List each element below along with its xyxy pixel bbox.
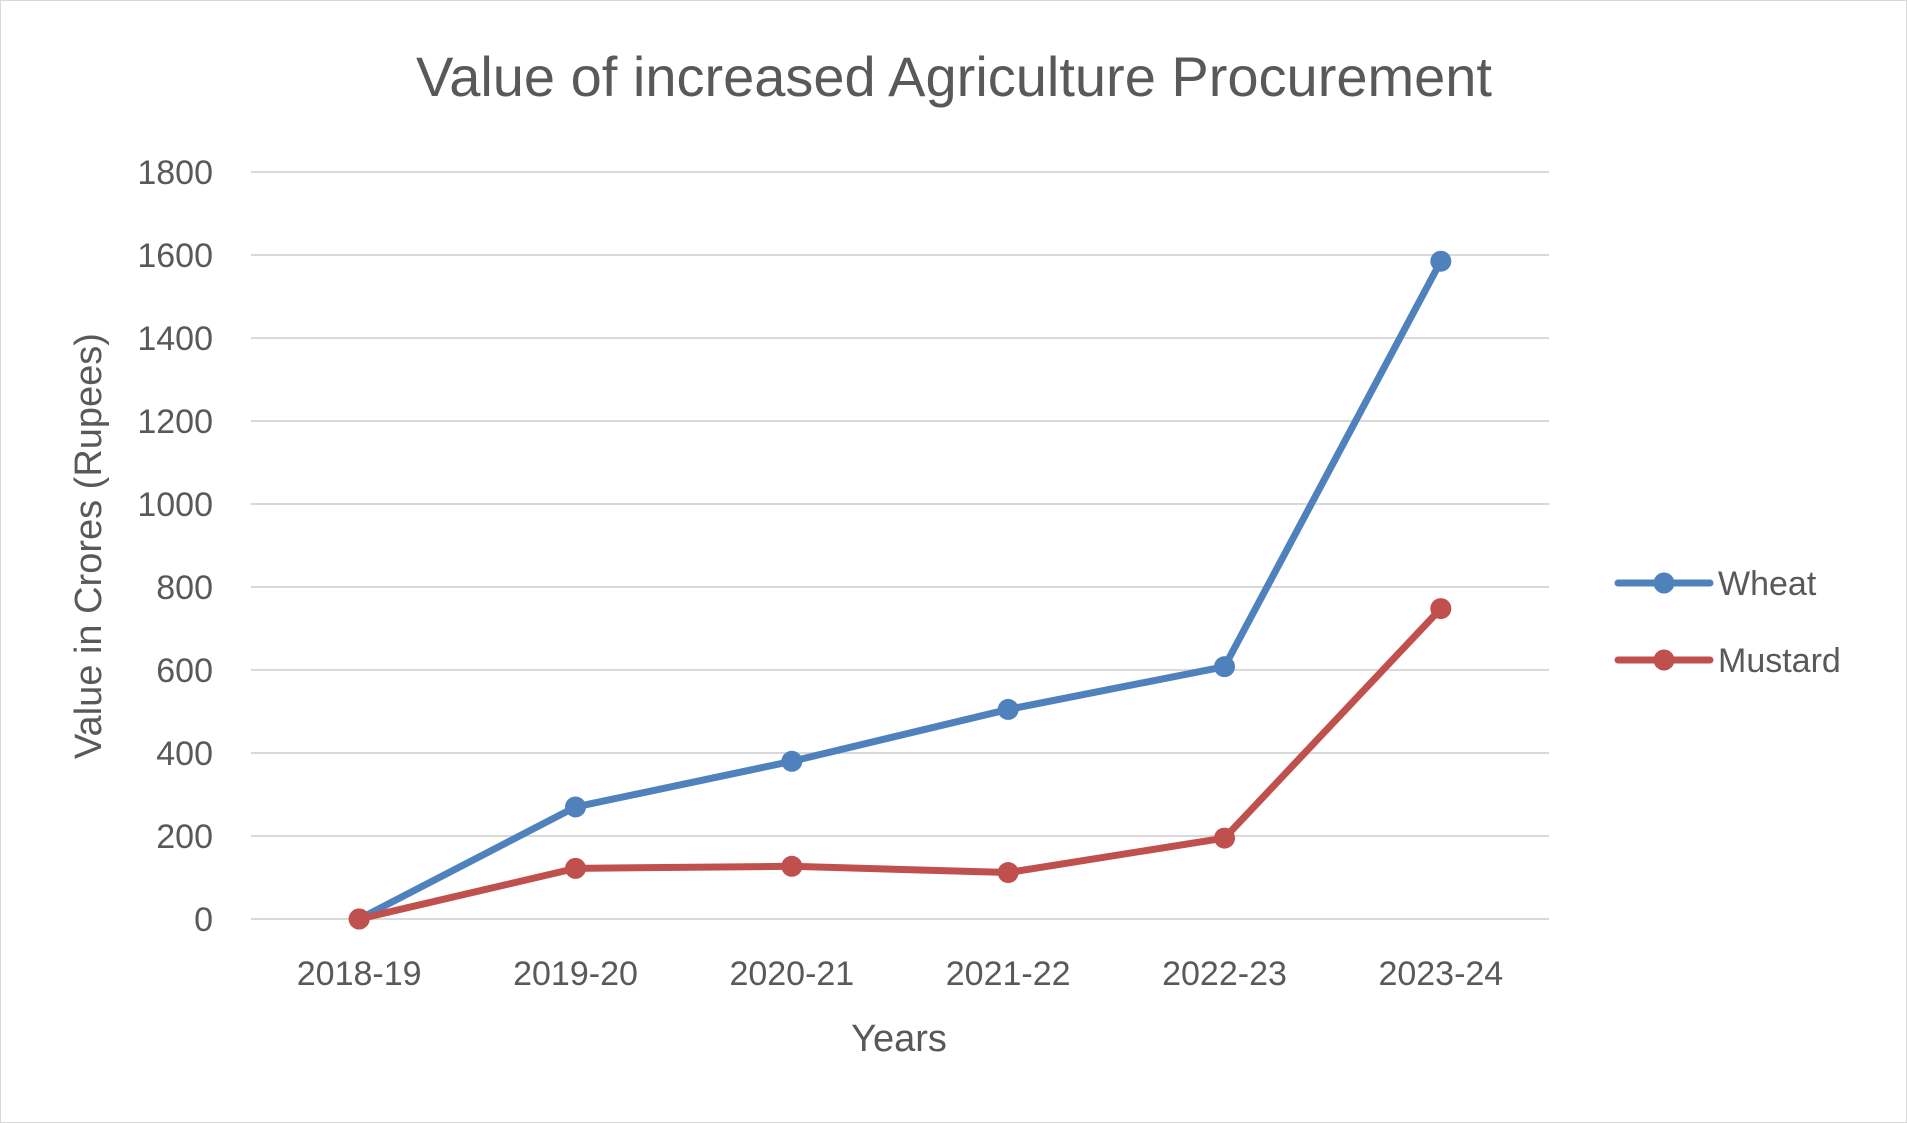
data-point [997,862,1019,884]
legend-item: Wheat [1614,565,1817,603]
data-point [1430,250,1452,272]
data-point [1214,827,1235,849]
y-tick-label: 800 [156,569,213,607]
x-tick-label: 2020-21 [729,955,854,993]
x-tick-label: 2019-20 [513,955,638,993]
series-lines [348,250,1452,930]
data-point [565,796,586,818]
x-axis-ticks: 2018-19 2019-20 2020-21 2021-22 2022-23 2023-… [297,955,1503,993]
y-axis-ticks: 0 200 400 600 800 1000 1200 1400 1600 1800 [137,154,213,939]
series-line [355,605,1445,923]
x-tick-label: 2021-22 [946,955,1071,993]
y-tick-label: 200 [156,818,213,856]
y-tick-label: 1200 [137,403,213,441]
x-axis-title: Years [851,1018,947,1060]
legend-swatch-marker [1653,572,1675,594]
x-tick-label: 2018-19 [297,955,422,993]
series-wheat [348,250,1452,930]
x-tick-label: 2022-23 [1162,955,1287,993]
legend-item: Mustard [1614,642,1841,680]
y-tick-label: 0 [194,901,213,939]
data-point [997,698,1019,720]
legend-label: Wheat [1718,565,1817,603]
data-point [1214,656,1235,678]
y-tick-label: 1000 [137,486,213,524]
legend-swatch-marker [1653,649,1675,671]
series-line [355,257,1445,923]
y-tick-label: 1400 [137,320,213,358]
data-point [781,750,803,772]
series-mustard [348,598,1452,930]
legend-label: Mustard [1718,642,1841,680]
y-axis-title: Value in Crores (Rupees) [68,333,110,759]
y-tick-label: 1800 [137,154,213,192]
chart-title: Value of increased Agriculture Procureme… [416,45,1492,108]
gridlines [251,171,1549,920]
x-tick-label: 2023-24 [1378,955,1503,993]
y-tick-label: 400 [156,735,213,773]
data-point [348,908,370,930]
data-point [565,857,586,879]
data-point [1430,598,1452,620]
y-tick-label: 1600 [137,237,213,275]
legend: Wheat Mustard [1614,565,1841,680]
data-point [781,855,803,877]
y-tick-label: 600 [156,652,213,690]
